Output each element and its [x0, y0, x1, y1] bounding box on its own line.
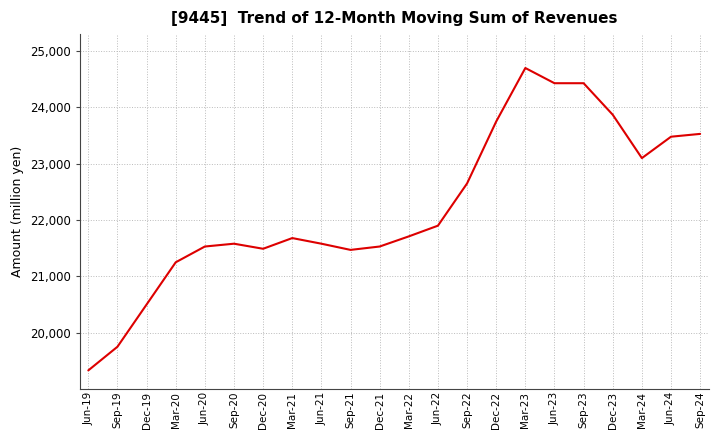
- Y-axis label: Amount (million yen): Amount (million yen): [11, 146, 24, 277]
- Title: [9445]  Trend of 12-Month Moving Sum of Revenues: [9445] Trend of 12-Month Moving Sum of R…: [171, 11, 618, 26]
